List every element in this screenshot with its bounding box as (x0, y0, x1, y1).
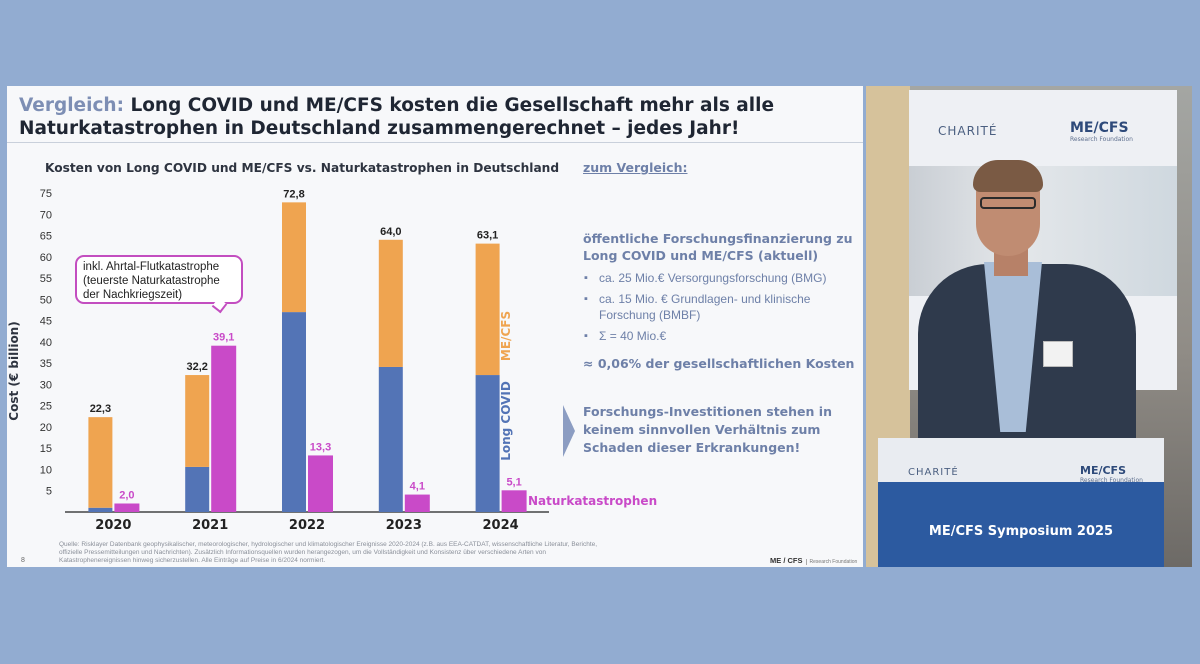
callout-line: inkl. Ahrtal-Flutkatastrophe (83, 261, 220, 273)
bar-mecfs (282, 202, 306, 313)
list-item: ca. 15 Mio. € Grundlagen- und klinische … (583, 291, 863, 323)
y-tick-label: 65 (40, 231, 52, 243)
y-tick-label: 45 (40, 316, 52, 328)
callout-line: (teuerste Naturkatastrophe (83, 275, 220, 287)
speaker-hair (973, 160, 1043, 192)
x-tick-label: 2022 (289, 518, 325, 533)
y-tick-label: 10 (40, 464, 52, 476)
stack-total-label: 64,0 (380, 226, 401, 238)
y-tick-label: 55 (40, 273, 52, 285)
y-tick-label: 60 (40, 252, 52, 264)
x-tick-label: 2020 (95, 518, 131, 533)
funding-list: ca. 25 Mio.€ Versorgungsforschung (BMG) … (583, 270, 863, 349)
stack-total-label: 63,1 (477, 230, 498, 242)
bar-naturkatastrophen (404, 494, 430, 512)
legend-mecfs: ME/CFS (499, 311, 513, 361)
headline-line-2: Naturkatastrophen in Deutschland zusamme… (19, 118, 740, 139)
headline-divider (7, 142, 863, 143)
footer-logo-sub: Research Foundation (805, 559, 858, 565)
conclusion-text: Forschungs-Investitionen stehen in keine… (583, 404, 832, 455)
podium-mecfs-logo: ME/CFS Research Foundation (1080, 464, 1143, 484)
podium-mecfs-sub: Research Foundation (1080, 477, 1143, 484)
y-tick-label: 35 (40, 358, 52, 370)
bar-long-covid (475, 375, 500, 512)
bar-naturkatastrophen (308, 455, 333, 512)
y-tick-label: 75 (40, 188, 52, 200)
y-tick-label: 5 (46, 486, 52, 498)
bar-long-covid (282, 312, 306, 512)
mecfs-logo: ME/CFS Research Foundation (1070, 120, 1133, 143)
disaster-value-label: 39,1 (213, 332, 234, 344)
bar-naturkatastrophen (501, 490, 527, 512)
comparison-title: zum Vergleich: (583, 160, 688, 175)
podium-charite-logo: CHARITÉ (908, 467, 959, 478)
glasses-icon (980, 197, 1036, 209)
chevron-right-icon (563, 405, 575, 457)
bar-mecfs (185, 375, 210, 467)
funding-heading: öffentliche Forschungsfinanzierung zu Lo… (583, 231, 853, 263)
disaster-value-label: 2,0 (119, 489, 134, 501)
cost-chart: 5 10 15 20 25 30 35 40 45 50 55 60 65 70 75 22,3 2,0 2020… (40, 188, 657, 533)
bar-naturkatastrophen (114, 503, 140, 512)
podium-logo-bar (878, 438, 1164, 482)
podium-title: ME/CFS Symposium 2025 (928, 524, 1114, 539)
y-tick-label: 30 (40, 379, 52, 391)
chart-title: Kosten von Long COVID und ME/CFS vs. Nat… (45, 161, 560, 175)
legend-naturkatastrophen: Naturkatastrophen (528, 494, 657, 508)
list-item: ca. 25 Mio.€ Versorgungsforschung (BMG) (583, 270, 863, 286)
mecfs-logo-text: ME/CFS (1070, 120, 1129, 136)
footer-logo: ME / CFS Research Foundation (770, 556, 858, 565)
headline-line-1: Long COVID und ME/CFS kosten die Gesells… (130, 95, 774, 116)
bar-naturkatastrophen (211, 345, 237, 512)
disaster-value-label: 4,1 (410, 481, 425, 493)
source-note: Quelle: Risklayer Datenbank geophysikali… (59, 541, 598, 564)
legend-long-covid: Long COVID (499, 381, 513, 461)
podium-mecfs-text: ME/CFS (1080, 464, 1126, 477)
list-item: Σ = 40 Mio.€ (583, 328, 863, 344)
stack-total-label: 32,2 (186, 361, 207, 373)
y-tick-label: 70 (40, 209, 52, 221)
y-tick-label: 25 (40, 401, 52, 413)
stack-total-label: 72,8 (283, 188, 304, 200)
y-tick-label: 15 (40, 443, 52, 455)
callout-line: der Nachkriegszeit) (83, 289, 183, 301)
bar-long-covid (378, 366, 403, 512)
bar-long-covid (185, 466, 210, 512)
name-badge (1043, 341, 1073, 367)
x-tick-label: 2021 (192, 518, 228, 533)
cost-share: ≈ 0,06% der gesellschaftlichen Kosten (583, 356, 855, 371)
disaster-value-label: 13,3 (310, 441, 331, 453)
headline-keyword: Vergleich: (19, 95, 124, 116)
y-tick-label: 40 (40, 337, 52, 349)
slide-headline: Vergleich: Long COVID und ME/CFS kosten … (19, 94, 854, 140)
mecfs-logo-sub: Research Foundation (1070, 136, 1133, 143)
bar-long-covid (88, 507, 113, 512)
x-tick-label: 2024 (483, 518, 519, 533)
bar-mecfs (88, 417, 113, 508)
y-tick-label: 20 (40, 422, 52, 434)
charite-logo: CHARITÉ (938, 124, 998, 138)
bar-mecfs (378, 239, 403, 367)
page-number: 8 (21, 557, 25, 564)
y-tick-label: 50 (40, 294, 52, 306)
disaster-value-label: 5,1 (506, 476, 521, 488)
footer-logo-text: ME / CFS (770, 556, 803, 565)
speaker-video: CHARITÉ ME/CFS Research Foundation CHARIT… (866, 86, 1192, 567)
bar-mecfs (475, 243, 500, 376)
presentation-slide: Vergleich: Long COVID und ME/CFS kosten … (7, 86, 863, 567)
ahrtal-callout: inkl. Ahrtal-Flutkatastrophe (teuerste N… (75, 255, 243, 304)
stack-total-label: 22,3 (90, 403, 111, 415)
x-tick-label: 2023 (386, 518, 422, 533)
